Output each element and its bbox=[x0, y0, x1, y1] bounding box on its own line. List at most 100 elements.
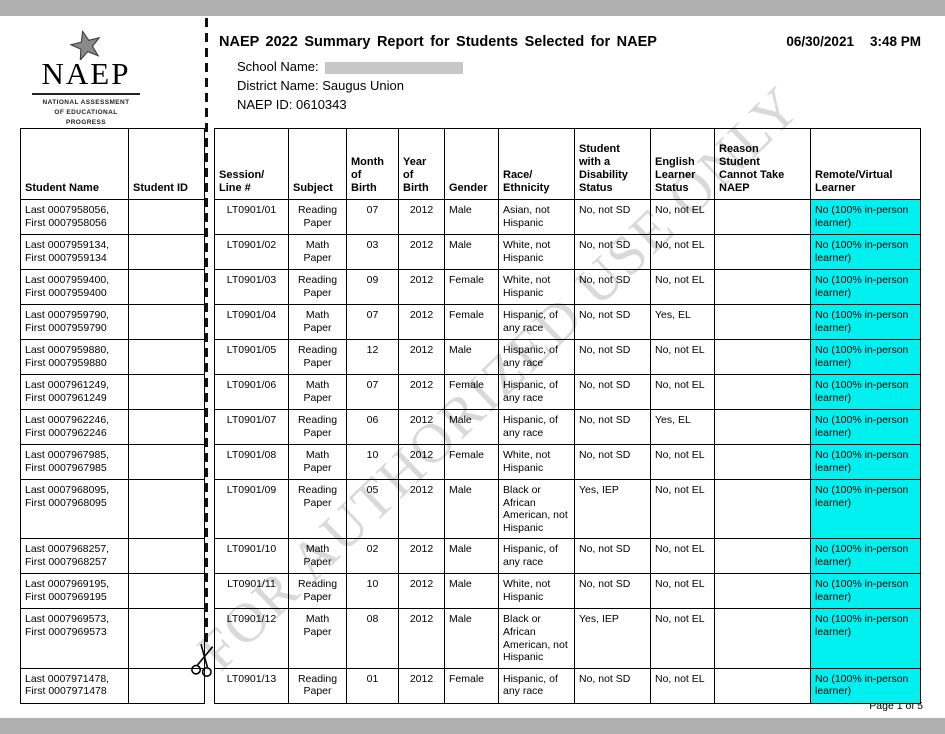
subject-cell: Math Paper bbox=[288, 234, 347, 270]
cut-line-dashed bbox=[205, 18, 208, 644]
session-line-cell: LT0901/04 bbox=[214, 304, 289, 340]
remote-virtual-learner-cell: No (100% in-person learner) bbox=[810, 374, 921, 410]
english-learner-status-cell: No, not EL bbox=[650, 339, 715, 375]
race-ethnicity-cell: Black or African American, not Hispanic bbox=[498, 478, 575, 540]
session-line-cell: LT0901/03 bbox=[214, 269, 289, 305]
session-line-cell: LT0901/09 bbox=[214, 478, 289, 540]
col-header-student-id: Student ID bbox=[128, 128, 205, 200]
race-ethnicity-cell: Hispanic, of any race bbox=[498, 304, 575, 340]
disability-status-cell: No, not SD bbox=[574, 667, 651, 704]
month-of-birth-cell: 02 bbox=[346, 538, 399, 575]
gender-cell: Male bbox=[444, 234, 499, 270]
district-name-line: District Name: Saugus Union bbox=[237, 76, 921, 95]
year-of-birth-cell: 2012 bbox=[398, 608, 445, 669]
col-header-remote-virtual-learner: Remote/Virtual Learner bbox=[810, 128, 921, 200]
naep-id-value: 0610343 bbox=[296, 97, 347, 112]
race-ethnicity-cell: White, not Hispanic bbox=[498, 269, 575, 305]
student-id-cell bbox=[128, 234, 205, 270]
month-of-birth-cell: 09 bbox=[346, 269, 399, 305]
session-line-cell: LT0901/01 bbox=[214, 199, 289, 235]
disability-status-cell: Yes, IEP bbox=[574, 608, 651, 669]
disability-status-cell: No, not SD bbox=[574, 573, 651, 610]
col-header-month-of-birth: Month of Birth bbox=[346, 128, 399, 200]
session-line-cell: LT0901/07 bbox=[214, 409, 289, 445]
report-datetime: 06/30/2021 3:48 PM bbox=[786, 34, 921, 49]
reason-cannot-take-cell bbox=[714, 409, 811, 445]
race-ethnicity-cell: Hispanic, of any race bbox=[498, 339, 575, 375]
gender-cell: Female bbox=[444, 444, 499, 480]
gender-cell: Female bbox=[444, 667, 499, 704]
student-id-cell bbox=[128, 667, 205, 704]
session-line-cell: LT0901/05 bbox=[214, 339, 289, 375]
gender-cell: Male bbox=[444, 339, 499, 375]
race-ethnicity-cell: Hispanic, of any race bbox=[498, 409, 575, 445]
table-row: Last 0007968257, First 0007968257 LT0901… bbox=[20, 538, 921, 575]
col-header-gender: Gender bbox=[444, 128, 499, 200]
student-name-cell: Last 0007959134, First 0007959134 bbox=[20, 234, 129, 270]
month-of-birth-cell: 03 bbox=[346, 234, 399, 270]
remote-virtual-learner-cell: No (100% in-person learner) bbox=[810, 199, 921, 235]
remote-virtual-learner-cell: No (100% in-person learner) bbox=[810, 339, 921, 375]
year-of-birth-cell: 2012 bbox=[398, 444, 445, 480]
race-ethnicity-cell: Hispanic, of any race bbox=[498, 667, 575, 704]
col-header-subject: Subject bbox=[288, 128, 347, 200]
report-date: 06/30/2021 bbox=[786, 34, 854, 49]
student-id-cell bbox=[128, 304, 205, 340]
month-of-birth-cell: 05 bbox=[346, 478, 399, 540]
col-header-session-line: Session/ Line # bbox=[214, 128, 289, 200]
english-learner-status-cell: No, not EL bbox=[650, 199, 715, 235]
english-learner-status-cell: No, not EL bbox=[650, 444, 715, 480]
student-name-cell: Last 0007968257, First 0007968257 bbox=[20, 538, 129, 575]
english-learner-status-cell: No, not EL bbox=[650, 478, 715, 540]
year-of-birth-cell: 2012 bbox=[398, 409, 445, 445]
report-header: NAEP 2022 Summary Report for Students Se… bbox=[219, 34, 921, 114]
month-of-birth-cell: 07 bbox=[346, 304, 399, 340]
report-title: NAEP 2022 Summary Report for Students Se… bbox=[219, 34, 657, 50]
subject-cell: Reading Paper bbox=[288, 478, 347, 540]
subject-cell: Reading Paper bbox=[288, 199, 347, 235]
year-of-birth-cell: 2012 bbox=[398, 339, 445, 375]
race-ethnicity-cell: White, not Hispanic bbox=[498, 444, 575, 480]
english-learner-status-cell: Yes, EL bbox=[650, 304, 715, 340]
district-name-label: District Name: bbox=[237, 78, 319, 93]
school-name-redacted bbox=[324, 61, 463, 74]
table-row: Last 0007968095, First 0007968095 LT0901… bbox=[20, 478, 921, 540]
student-name-cell: Last 0007971478, First 0007971478 bbox=[20, 667, 129, 704]
gender-cell: Female bbox=[444, 269, 499, 305]
english-learner-status-cell: No, not EL bbox=[650, 538, 715, 575]
year-of-birth-cell: 2012 bbox=[398, 269, 445, 305]
table-row: Last 0007959134, First 0007959134 LT0901… bbox=[20, 234, 921, 270]
remote-virtual-learner-cell: No (100% in-person learner) bbox=[810, 304, 921, 340]
english-learner-status-cell: No, not EL bbox=[650, 234, 715, 270]
reason-cannot-take-cell bbox=[714, 269, 811, 305]
gender-cell: Male bbox=[444, 199, 499, 235]
table-body: Last 0007958056, First 0007958056 LT0901… bbox=[20, 199, 921, 704]
reason-cannot-take-cell bbox=[714, 667, 811, 704]
reason-cannot-take-cell bbox=[714, 608, 811, 669]
session-line-cell: LT0901/08 bbox=[214, 444, 289, 480]
remote-virtual-learner-cell: No (100% in-person learner) bbox=[810, 608, 921, 669]
subject-cell: Reading Paper bbox=[288, 269, 347, 305]
reason-cannot-take-cell bbox=[714, 339, 811, 375]
top-gray-strip bbox=[0, 0, 945, 16]
student-id-cell bbox=[128, 573, 205, 610]
student-id-cell bbox=[128, 374, 205, 410]
bottom-gray-strip bbox=[0, 718, 945, 734]
disability-status-cell: No, not SD bbox=[574, 199, 651, 235]
gender-cell: Female bbox=[444, 374, 499, 410]
year-of-birth-cell: 2012 bbox=[398, 374, 445, 410]
month-of-birth-cell: 10 bbox=[346, 444, 399, 480]
subject-cell: Reading Paper bbox=[288, 339, 347, 375]
remote-virtual-learner-cell: No (100% in-person learner) bbox=[810, 409, 921, 445]
year-of-birth-cell: 2012 bbox=[398, 538, 445, 575]
year-of-birth-cell: 2012 bbox=[398, 573, 445, 610]
col-header-disability-status: Student with a Disability Status bbox=[574, 128, 651, 200]
student-summary-table: Student Name Student ID Session/ Line # … bbox=[20, 128, 921, 704]
remote-virtual-learner-cell: No (100% in-person learner) bbox=[810, 269, 921, 305]
year-of-birth-cell: 2012 bbox=[398, 304, 445, 340]
english-learner-status-cell: No, not EL bbox=[650, 573, 715, 610]
naep-logo-wordmark: NAEP bbox=[41, 56, 131, 91]
remote-virtual-learner-cell: No (100% in-person learner) bbox=[810, 478, 921, 540]
school-name-label: School Name: bbox=[237, 59, 319, 74]
